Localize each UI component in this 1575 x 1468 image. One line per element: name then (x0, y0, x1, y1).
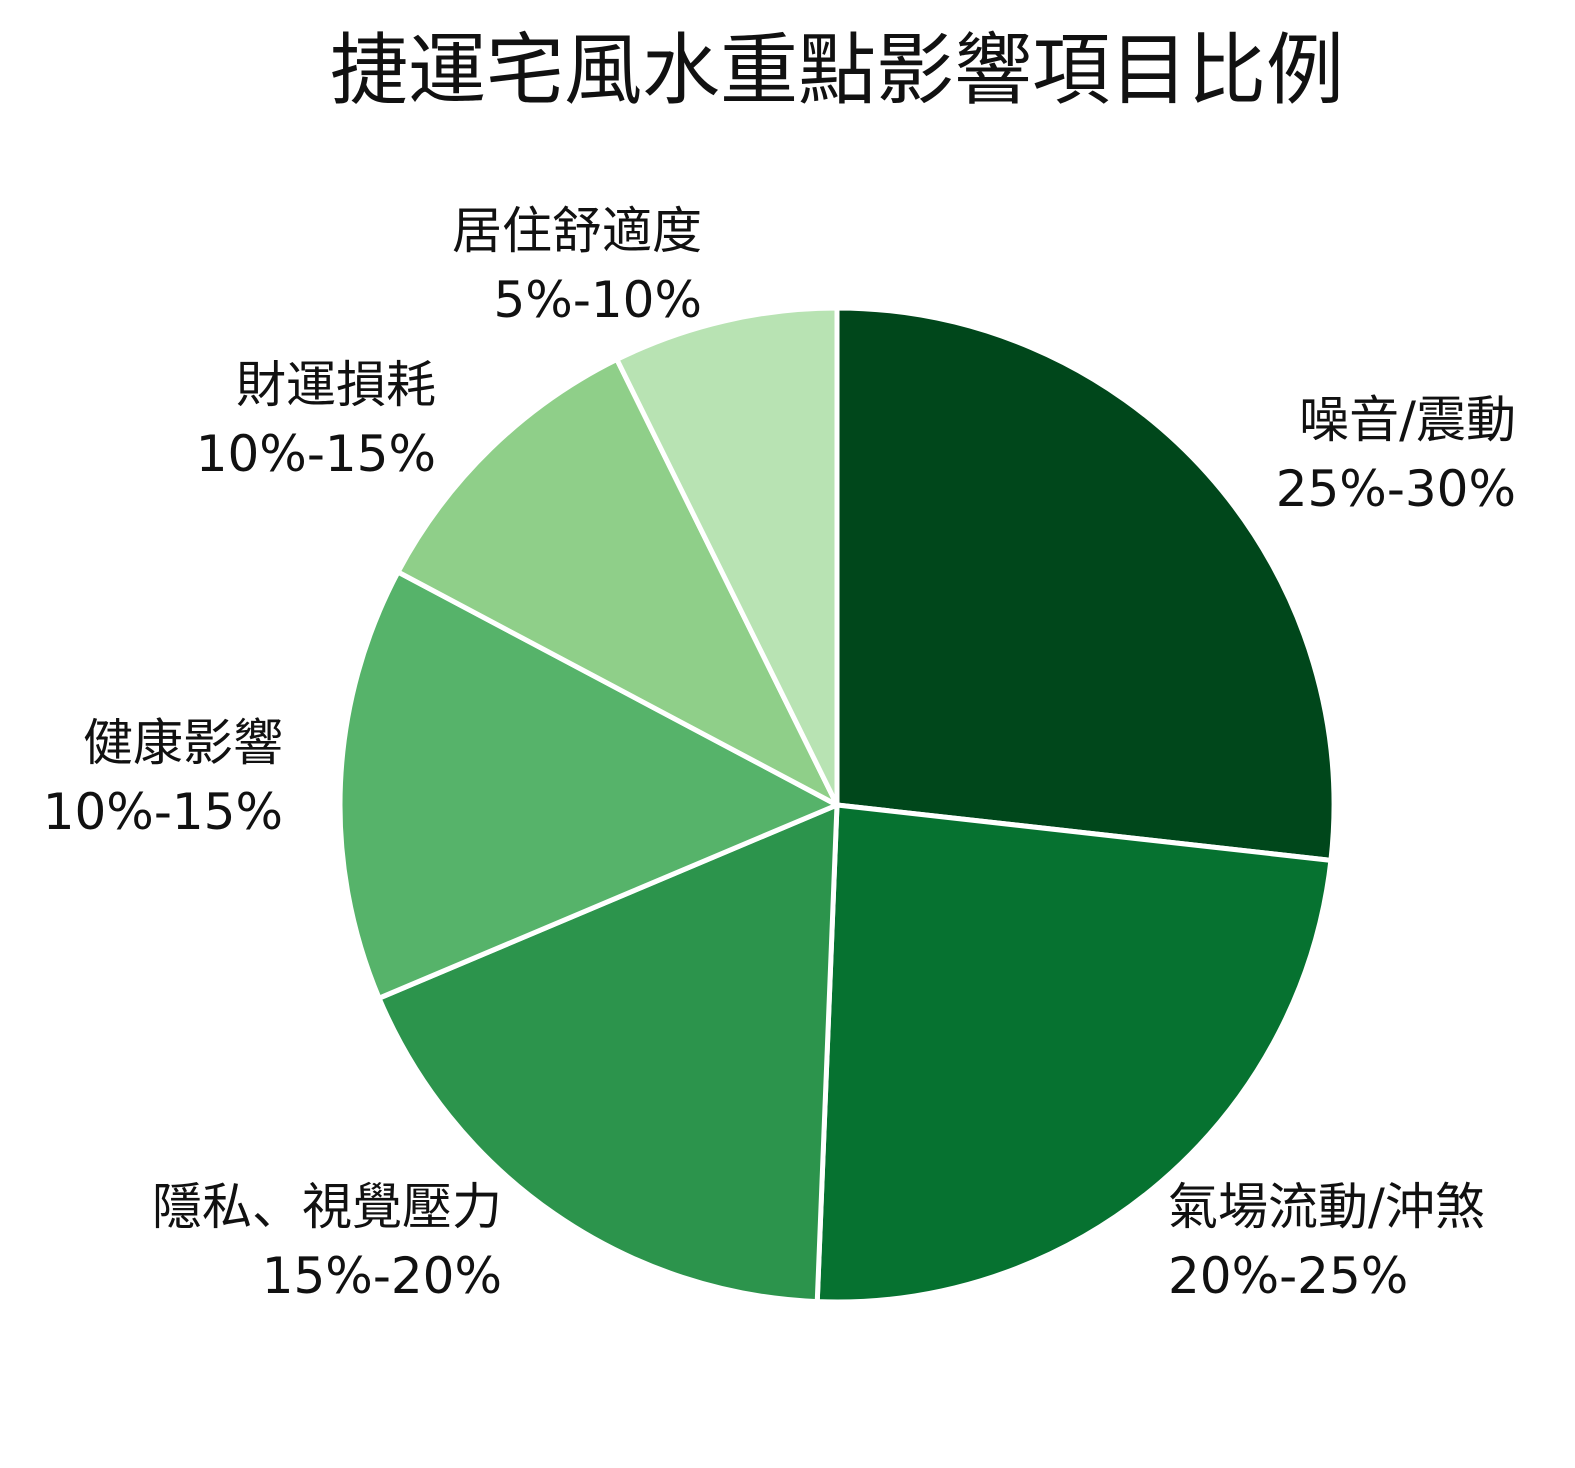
pie-slice (376, 802, 840, 1305)
pie-slices (337, 305, 1337, 1305)
slice-name-label: 居住舒適度 (452, 202, 702, 260)
chart-title: 捷運宅風水重點影響項目比例 (330, 26, 1344, 116)
slice-range-label: 5%-10% (494, 271, 703, 329)
slice-range-label: 20%-25% (1168, 1247, 1408, 1305)
slice-name-label: 健康影響 (83, 714, 283, 772)
slice-labels: 噪音/震動 25%-30% 氣場流動/沖煞 20%-25% 隱私、視覺壓力 15%-20%… (43, 202, 1516, 1305)
slice-name-label: 財運損耗 (236, 356, 436, 414)
pie-slice (337, 569, 840, 1001)
slice-range-label: 10%-15% (43, 783, 283, 841)
slice-range-label: 15%-20% (262, 1247, 502, 1305)
slice-range-label: 25%-30% (1276, 460, 1516, 518)
pie-slice (834, 305, 1337, 863)
slice-range-label: 10%-15% (196, 425, 436, 483)
slice-name-label: 隱私、視覺壓力 (152, 1178, 502, 1236)
pie-slice (814, 802, 1334, 1305)
pie-slice (614, 305, 840, 808)
pie-slice (395, 356, 840, 808)
slice-name-label: 氣場流動/沖煞 (1168, 1178, 1485, 1236)
slice-name-label: 噪音/震動 (1299, 391, 1516, 449)
